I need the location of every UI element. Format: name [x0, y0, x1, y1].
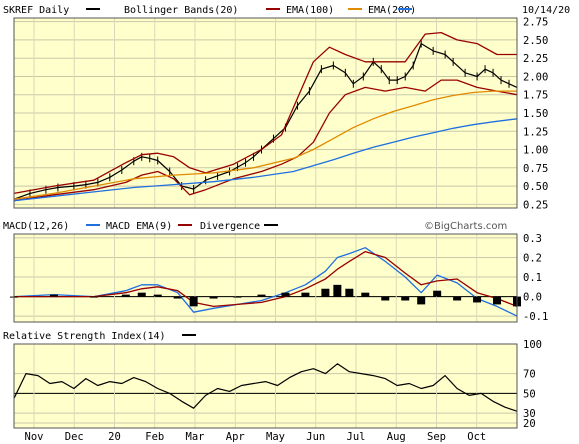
divergence-bar	[453, 296, 462, 301]
macd-title: MACD(12,26)	[3, 221, 69, 232]
divergence-bar	[233, 296, 242, 298]
divergence-bar	[493, 296, 502, 305]
y-tick-label: 2.25	[523, 53, 548, 65]
divergence-bar	[361, 292, 370, 297]
x-tick-label: Jun	[306, 431, 325, 443]
y-tick-label: 0.0	[523, 292, 542, 304]
rsi-plot-area	[14, 344, 517, 428]
y-tick-label: 0.25	[523, 199, 548, 211]
chart-date: 10/14/20	[522, 5, 570, 16]
macd-panel: 0.3 0.2 0.1 0.0 -0.1 MACD(12,26) MACD EMA(9)…	[3, 221, 548, 323]
x-tick-label: Oct	[467, 431, 486, 443]
y-tick-label: 0.3	[523, 233, 542, 245]
series-line-bb-upper	[13, 31, 517, 195]
price-plot-border	[13, 17, 518, 209]
y-tick-label: 1.00	[523, 145, 548, 157]
x-tick-label: Dec	[65, 431, 84, 443]
divergence-bar	[173, 296, 182, 299]
price-panel: 2.75 2.50 2.25 2.00 1.75 1.50 1.25 1.00 0.75 0.50…	[3, 5, 570, 211]
legend-label-ema200: EMA(200)	[368, 5, 416, 16]
divergence-bar	[473, 296, 482, 303]
y-tick-label: -0.1	[523, 311, 548, 323]
divergence-bar	[89, 296, 98, 298]
macd-legend: MACD(12,26) MACD EMA(9) Divergence ©BigC…	[3, 221, 507, 232]
y-tick-label: 30	[523, 408, 536, 420]
divergence-bar	[381, 296, 390, 301]
divergence-bar	[257, 294, 266, 297]
divergence-bar	[333, 284, 342, 297]
divergence-bar	[153, 294, 162, 297]
divergence-bar	[189, 296, 198, 307]
price-grid	[14, 18, 517, 208]
bigcharts-credit: ©BigCharts.com	[424, 221, 507, 232]
rsi-plot-border	[13, 343, 518, 429]
price-y-axis: 2.75 2.50 2.25 2.00 1.75 1.50 1.25 1.00 0.75 0.50…	[523, 17, 548, 212]
x-axis: Nov Dec 20 Feb Mar Apr May Jun Jul Aug Sep Oct	[25, 431, 487, 443]
divergence-bar	[321, 288, 330, 297]
divergence-bar	[433, 290, 442, 297]
price-title: SKREF Daily	[3, 5, 69, 16]
y-tick-label: 0.75	[523, 163, 548, 175]
rsi-legend: Relative Strength Index(14)	[3, 331, 196, 342]
price-series	[13, 31, 518, 204]
divergence-bar	[209, 296, 218, 299]
legend-label-macd-ema: MACD EMA(9)	[106, 221, 172, 232]
rsi-series	[13, 363, 518, 412]
x-tick-label: Aug	[387, 431, 406, 443]
y-tick-label: 1.25	[523, 126, 548, 138]
x-tick-label: Apr	[226, 431, 245, 443]
y-tick-label: 2.75	[523, 17, 548, 29]
y-tick-label: 100	[523, 339, 542, 351]
x-tick-label: 20	[108, 431, 121, 443]
series-line-macd-12-26	[13, 247, 518, 317]
legend-label-bollinger: Bollinger Bands(20)	[124, 5, 238, 16]
x-tick-label: Nov	[25, 431, 44, 443]
x-tick-label: Feb	[145, 431, 164, 443]
y-tick-label: 0.1	[523, 272, 542, 284]
legend-label-ema100: EMA(100)	[286, 5, 334, 16]
y-tick-label: 50	[523, 388, 536, 400]
rsi-title: Relative Strength Index(14)	[3, 331, 166, 342]
divergence-bar	[417, 296, 426, 305]
macd-plot-area	[14, 234, 517, 322]
y-tick-label: 1.50	[523, 108, 548, 120]
y-tick-label: 20	[523, 418, 536, 430]
macd-plot-border	[13, 233, 518, 323]
series-line-ema-200	[13, 118, 518, 202]
x-tick-label: Jul	[347, 431, 366, 443]
y-tick-label: 2.00	[523, 71, 548, 83]
divergence-bar	[121, 294, 130, 297]
macd-y-axis: 0.3 0.2 0.1 0.0 -0.1	[523, 233, 548, 323]
y-tick-label: 70	[523, 369, 536, 381]
x-tick-label: Sep	[427, 431, 446, 443]
series-line-relative-strength-index-14	[13, 363, 518, 412]
y-tick-label: 0.50	[523, 181, 548, 193]
x-tick-label: May	[266, 431, 285, 443]
divergence-bar	[301, 292, 310, 297]
divergence-bar	[137, 292, 146, 297]
macd-series	[10, 247, 521, 317]
divergence-bar	[401, 296, 410, 301]
price-legend: SKREF Daily Bollinger Bands(20) EMA(100)…	[3, 5, 570, 16]
divergence-bar	[345, 288, 354, 297]
series-line-ema-100	[13, 90, 517, 200]
divergence-bar	[281, 292, 290, 297]
series-line-macd-ema-9	[14, 250, 518, 308]
divergence-bar	[49, 294, 58, 297]
y-tick-label: 2.50	[523, 35, 548, 47]
y-tick-label: 1.75	[523, 90, 548, 102]
y-tick-label: 0.2	[523, 252, 542, 264]
legend-label-divergence: Divergence	[200, 221, 260, 232]
x-tick-label: Mar	[186, 431, 205, 443]
